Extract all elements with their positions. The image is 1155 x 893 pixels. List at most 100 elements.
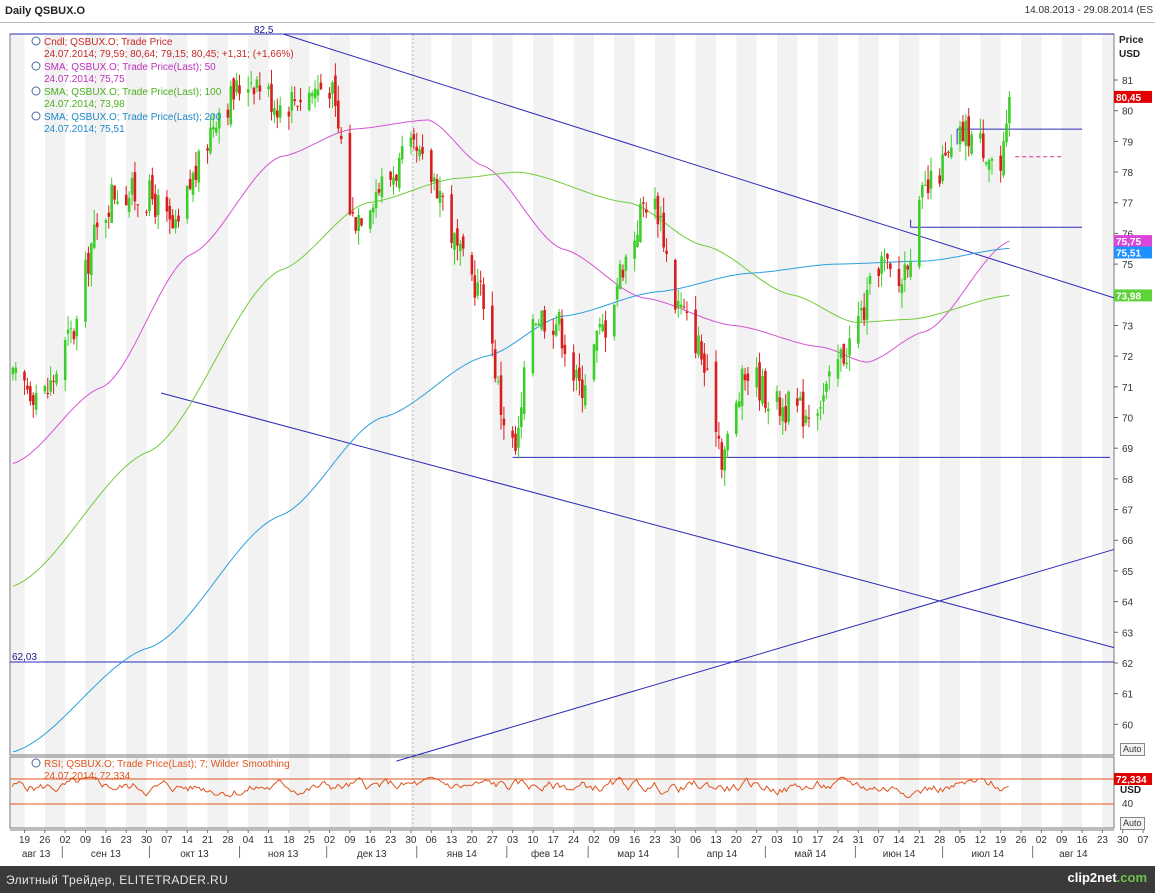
candle-body — [674, 259, 677, 310]
candle-body — [775, 391, 779, 402]
rsi-tick-40: 40 — [1122, 799, 1134, 810]
day-tick-label: 14 — [182, 835, 194, 846]
candle-body — [177, 215, 180, 222]
candle-body — [470, 255, 474, 275]
candle-body — [165, 197, 169, 212]
candle-body — [921, 185, 924, 198]
week-band — [288, 34, 310, 828]
candle-body — [307, 92, 311, 110]
price-tick-label: 73 — [1122, 321, 1134, 332]
day-tick-label: 02 — [324, 835, 336, 846]
candle-body — [662, 212, 665, 248]
day-tick-label: 07 — [161, 835, 173, 846]
price-axis-unit: USD — [1119, 49, 1140, 60]
trendlines — [160, 33, 1115, 762]
candle-body — [970, 134, 973, 154]
candle-body — [781, 407, 785, 422]
price-tag — [1114, 90, 1152, 103]
candle-body — [438, 191, 442, 203]
candle-body — [52, 380, 55, 382]
day-tick-label: 03 — [507, 835, 519, 846]
candle-body — [46, 393, 50, 394]
candle-body — [371, 207, 375, 213]
price-axis: PriceUSD60616263646566676869707172737475… — [1114, 35, 1152, 731]
candle-body — [75, 318, 79, 337]
candle-body — [398, 158, 401, 189]
candle-body — [778, 397, 782, 416]
price-tag — [1114, 235, 1152, 248]
month-label: авг 14 — [1059, 849, 1088, 860]
candle-body — [296, 105, 299, 107]
candle-body — [255, 79, 259, 88]
candle-body — [226, 109, 230, 118]
candle-body — [377, 189, 381, 193]
price-tick-label: 69 — [1122, 444, 1134, 455]
candle-body — [659, 215, 663, 218]
day-tick-label: 27 — [751, 835, 763, 846]
day-tick-label: 02 — [1036, 835, 1048, 846]
rsi-settings-icon — [31, 758, 41, 768]
candle-body — [441, 195, 445, 197]
candle-body — [987, 160, 991, 170]
candle-body — [807, 417, 811, 419]
candle-body — [726, 433, 729, 451]
price-tag — [1114, 246, 1152, 259]
candle-body — [313, 88, 317, 99]
candle-body — [171, 215, 174, 229]
day-tick-label: 30 — [1117, 835, 1129, 846]
candle-body — [55, 373, 58, 384]
month-label: фев 14 — [531, 848, 564, 860]
week-band — [1102, 34, 1114, 828]
day-tick-label: 16 — [100, 835, 112, 846]
candle-body — [337, 100, 340, 129]
candle-body — [706, 368, 709, 370]
auto-scale-button-main[interactable]: Auto — [1120, 743, 1145, 756]
week-band — [980, 34, 1001, 828]
price-tick-label: 65 — [1122, 567, 1134, 578]
week-bands — [9, 33, 1115, 829]
candle-body — [93, 224, 96, 248]
week-band — [410, 34, 432, 828]
candle-body — [26, 385, 29, 390]
candle-body — [473, 275, 477, 298]
week-band — [614, 34, 635, 828]
candle-body — [583, 385, 587, 406]
price-tick-label: 81 — [1122, 76, 1134, 87]
candle-body — [880, 256, 883, 274]
day-tick-label: 06 — [426, 835, 438, 846]
rsi-line — [11, 776, 1009, 798]
candle-body — [194, 165, 198, 180]
clip2net-logo[interactable]: clip2net.com — [1068, 870, 1147, 885]
day-tick-label: 25 — [304, 835, 316, 846]
candle-body — [11, 367, 15, 375]
candle-body — [232, 78, 235, 100]
candle-body — [906, 265, 909, 270]
candle-body — [63, 340, 67, 381]
candle-body — [432, 177, 436, 182]
candle-body — [29, 386, 32, 401]
candle-body — [938, 175, 941, 184]
day-tick-label: 24 — [568, 835, 580, 846]
candle-body — [633, 240, 636, 259]
candle-body — [897, 269, 901, 286]
candle-body — [601, 324, 604, 331]
month-label: июл 14 — [971, 849, 1004, 860]
candle-body — [700, 341, 703, 360]
price-tick-label: 75 — [1122, 260, 1134, 271]
candle-body — [950, 147, 953, 157]
candle-body — [116, 201, 119, 204]
candles — [11, 63, 1011, 486]
week-band — [329, 34, 350, 828]
candle-body — [877, 268, 880, 277]
level-label-62-03: 62,03 — [12, 652, 37, 663]
day-tick-label: 23 — [385, 835, 397, 846]
candle-body — [514, 433, 517, 451]
day-tick-label: 23 — [649, 835, 661, 846]
candle-body — [886, 253, 889, 259]
candle-body — [328, 92, 331, 99]
auto-scale-button-rsi[interactable]: Auto — [1120, 817, 1145, 830]
candle-body — [1002, 141, 1005, 176]
day-tick-label: 19 — [995, 835, 1007, 846]
candle-body — [703, 353, 706, 373]
